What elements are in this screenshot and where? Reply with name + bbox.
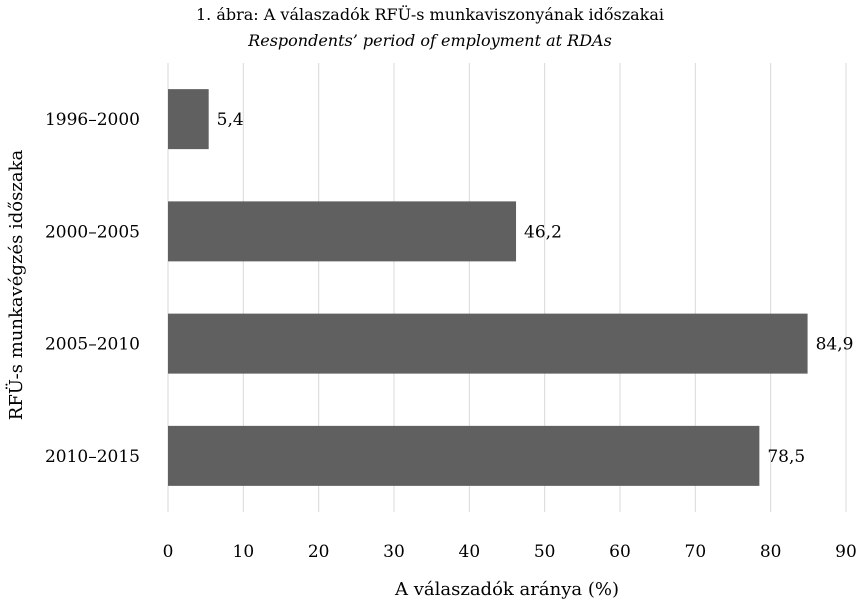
chart-subtitle: Respondents’ period of employment at RDA…	[247, 31, 612, 50]
value-label: 78,5	[767, 447, 805, 467]
x-axis-title: A válaszadók aránya (%)	[394, 579, 619, 600]
value-label: 5,4	[217, 110, 244, 130]
bar-2005–2010	[168, 313, 808, 374]
category-label: 2010–2015	[45, 447, 140, 467]
x-tick-label: 30	[383, 542, 405, 562]
x-tick-label: 0	[163, 542, 174, 562]
x-tick-label: 80	[760, 542, 782, 562]
x-tick-labels: 0 10 20 30 40 50 60 70 80 90	[163, 542, 857, 562]
bars	[168, 89, 808, 486]
x-tick-label: 50	[534, 542, 556, 562]
x-tick-label: 20	[308, 542, 330, 562]
value-labels: 5,4 46,2 84,9 78,5	[217, 110, 854, 467]
gridlines	[167, 63, 847, 512]
bar-2010–2015	[168, 425, 760, 486]
x-tick-label: 60	[609, 542, 631, 562]
x-tick-label: 70	[685, 542, 707, 562]
bar-1996–2000	[168, 89, 209, 150]
x-tick-label: 90	[835, 542, 857, 562]
value-label: 84,9	[816, 335, 854, 355]
x-tick-label: 40	[459, 542, 481, 562]
category-labels: 1996–2000 2000–2005 2005–2010 2010–2015	[45, 110, 140, 467]
y-axis-title: RFÜ-s munkavégzés időszaka	[4, 149, 27, 420]
category-label: 2005–2010	[45, 335, 140, 355]
value-label: 46,2	[524, 222, 562, 242]
chart-title: 1. ábra: A válaszadók RFÜ-s munkaviszony…	[196, 4, 664, 24]
x-tick-label: 10	[233, 542, 255, 562]
category-label: 1996–2000	[45, 110, 140, 130]
bar-2000–2005	[168, 201, 517, 262]
category-label: 2000–2005	[45, 222, 140, 242]
